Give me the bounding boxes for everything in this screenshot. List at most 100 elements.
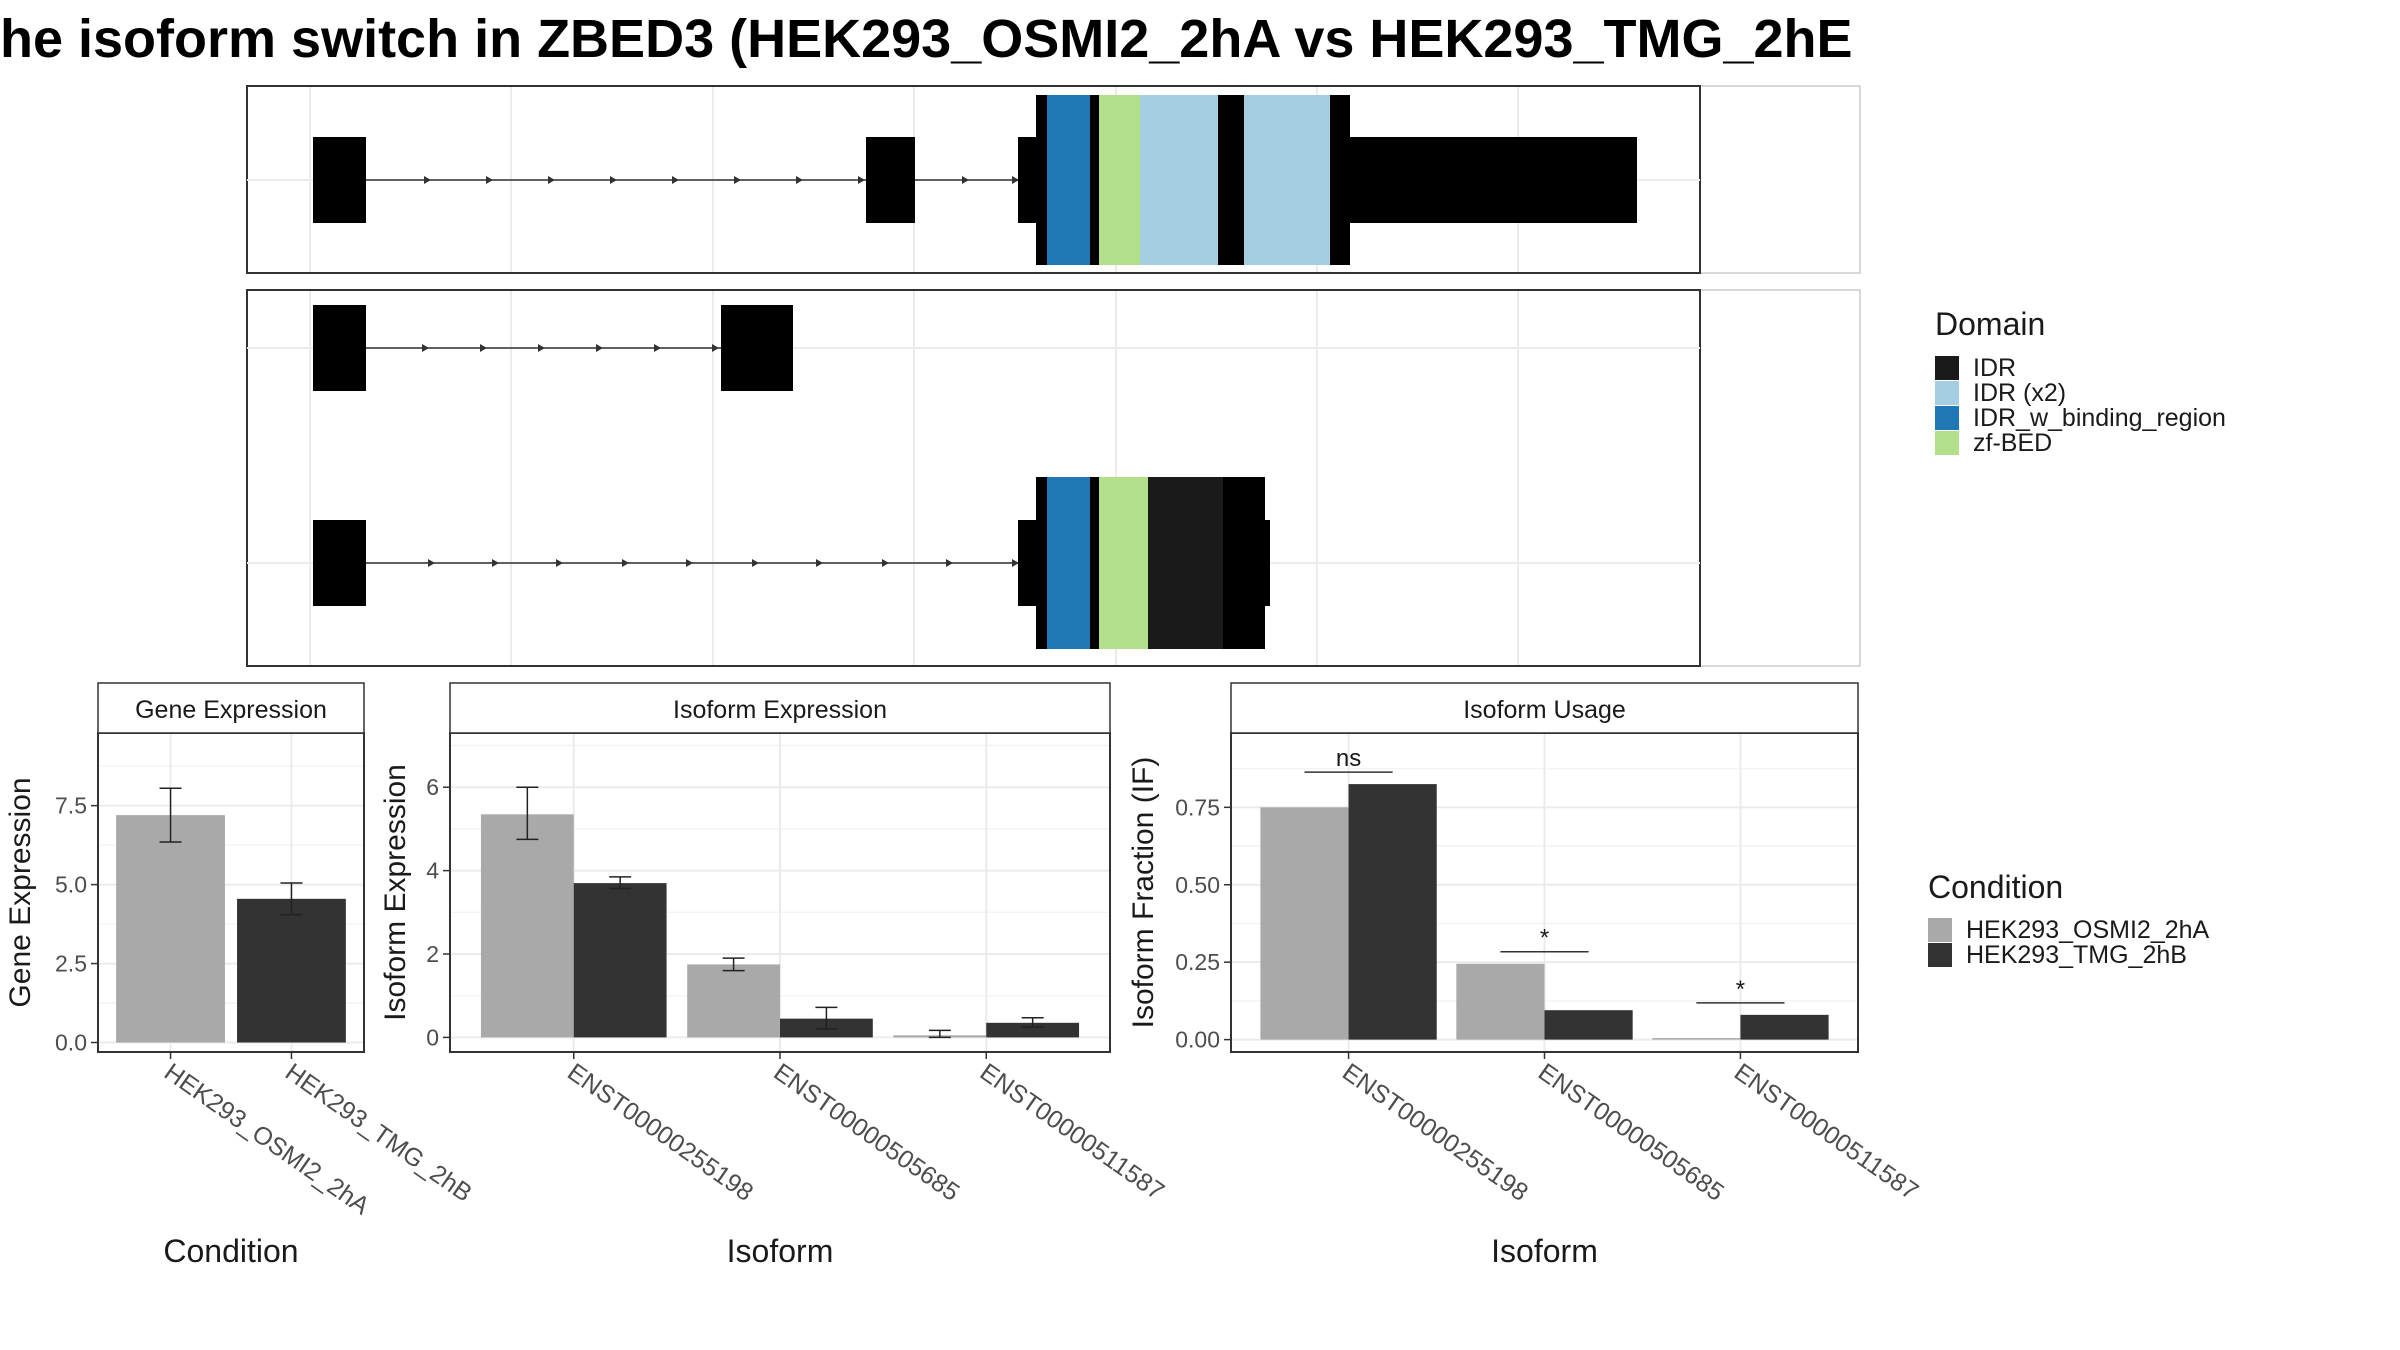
- expression-bar-panels: 0.02.55.07.5HEK293_OSMI2_2hAHEK293_TMG_2…: [4, 682, 1923, 1269]
- intron-direction-arrow: [610, 176, 617, 184]
- intron-direction-arrow: [816, 559, 823, 567]
- bar-panel-strip: [1230, 682, 1859, 734]
- intron-direction-arrow: [962, 176, 969, 184]
- x-tick-label: ENST00000255198: [562, 1058, 758, 1207]
- intron-direction-arrow: [480, 344, 487, 352]
- bar-panel-title: Isoform Expression: [673, 696, 887, 724]
- intron-direction-arrow: [596, 344, 603, 352]
- intron-direction-arrow: [672, 176, 679, 184]
- bar-panel-strip: [97, 682, 365, 734]
- exon: [313, 520, 366, 606]
- domain-idr-binding-region: [1047, 477, 1090, 649]
- condition-legend-label: HEK293_OSMI2_2hA: [1966, 916, 2210, 944]
- intron-direction-arrow: [712, 344, 719, 352]
- exon: [1350, 137, 1637, 223]
- figure-title: he isoform switch in ZBED3 (HEK293_OSMI2…: [0, 9, 1853, 69]
- condition-legend-swatch: [1928, 918, 1952, 942]
- y-tick-label: 0.0: [55, 1030, 87, 1056]
- y-tick-label: 0.75: [1175, 794, 1220, 820]
- y-tick-label: 0.00: [1175, 1027, 1220, 1053]
- bar: [1260, 807, 1349, 1040]
- bar: [1740, 1014, 1829, 1040]
- transcript-structure-panel: [246, 85, 1861, 667]
- x-tick-label: ENST00000505685: [1533, 1058, 1729, 1207]
- domain-idr-x2: [1140, 95, 1218, 265]
- domain-legend-swatch: [1935, 431, 1959, 455]
- x-tick-label: ENST00000505685: [769, 1058, 965, 1207]
- bar: [237, 898, 346, 1043]
- y-tick-label: 0: [426, 1024, 439, 1050]
- bar: [1348, 784, 1437, 1040]
- x-tick-label: ENST00000511587: [975, 1058, 1169, 1206]
- domain-legend-swatch: [1935, 381, 1959, 405]
- x-tick-label: ENST00000511587: [1729, 1058, 1923, 1206]
- domain-legend-label: IDR_w_binding_region: [1973, 404, 2226, 432]
- intron-direction-arrow: [654, 344, 661, 352]
- domain-legend-label: IDR (x2): [1973, 379, 2066, 407]
- domain-idr-x2: [1244, 95, 1330, 265]
- exon: [313, 305, 366, 391]
- y-tick-label: 6: [426, 774, 439, 800]
- exon: [721, 305, 793, 391]
- x-tick-label: ENST00000255198: [1337, 1058, 1533, 1207]
- y-tick-label: 4: [426, 858, 439, 884]
- significance-label: *: [1540, 925, 1549, 952]
- x-axis-label: Isoform: [727, 1233, 834, 1269]
- domain-legend-title: Domain: [1935, 306, 2045, 342]
- bar: [1652, 1038, 1741, 1040]
- intron-direction-arrow: [1012, 176, 1019, 184]
- intron-direction-arrow: [752, 559, 759, 567]
- condition-legend-label: HEK293_TMG_2hB: [1966, 941, 2187, 969]
- x-axis-label: Condition: [163, 1233, 298, 1269]
- bar-panel-title: Gene Expression: [135, 696, 327, 724]
- domain-zf-bed: [1099, 95, 1140, 265]
- domain-legend-label: IDR: [1973, 354, 2016, 382]
- domain-legend-swatch: [1935, 356, 1959, 380]
- intron-direction-arrow: [1012, 559, 1019, 567]
- y-axis-label: Gene Expression: [4, 777, 37, 1007]
- bar: [116, 815, 225, 1043]
- intron-direction-arrow: [882, 559, 889, 567]
- bar: [480, 814, 574, 1038]
- x-tick-label: HEK293_OSMI2_2hA: [159, 1058, 375, 1221]
- bar-panel-strip: [449, 682, 1111, 734]
- intron-direction-arrow: [428, 559, 435, 567]
- y-tick-label: 7.5: [55, 793, 87, 819]
- domain-idr-binding-region: [1047, 95, 1090, 265]
- intron-direction-arrow: [622, 559, 629, 567]
- y-axis-label: Isoform Fraction (IF): [1127, 757, 1160, 1029]
- structure-panel-border: [246, 289, 1701, 667]
- y-tick-label: 0.50: [1175, 872, 1220, 898]
- intron-direction-arrow: [734, 176, 741, 184]
- y-tick-label: 5.0: [55, 872, 87, 898]
- intron-direction-arrow: [492, 559, 499, 567]
- intron-direction-arrow: [486, 176, 493, 184]
- intron-direction-arrow: [538, 344, 545, 352]
- intron-direction-arrow: [422, 344, 429, 352]
- intron-direction-arrow: [556, 559, 563, 567]
- bar-panel-title: Isoform Usage: [1463, 696, 1626, 724]
- intron-direction-arrow: [858, 176, 865, 184]
- domain-legend-label: zf-BED: [1973, 429, 2052, 457]
- exon: [1018, 520, 1036, 606]
- x-axis-label: Isoform: [1491, 1233, 1598, 1269]
- exon: [1265, 520, 1270, 606]
- bar: [1456, 963, 1545, 1040]
- intron-direction-arrow: [424, 176, 431, 184]
- intron-direction-arrow: [796, 176, 803, 184]
- bar: [1544, 1010, 1633, 1040]
- bar: [687, 964, 780, 1038]
- y-tick-label: 0.25: [1175, 949, 1220, 975]
- bar: [986, 1022, 1080, 1038]
- intron-direction-arrow: [548, 176, 555, 184]
- domain-idr: [1148, 477, 1223, 649]
- structure-strip: [1699, 289, 1861, 667]
- y-tick-label: 2: [426, 941, 439, 967]
- bar: [573, 883, 667, 1038]
- exon: [313, 137, 366, 223]
- intron-direction-arrow: [686, 559, 693, 567]
- exon: [866, 137, 915, 223]
